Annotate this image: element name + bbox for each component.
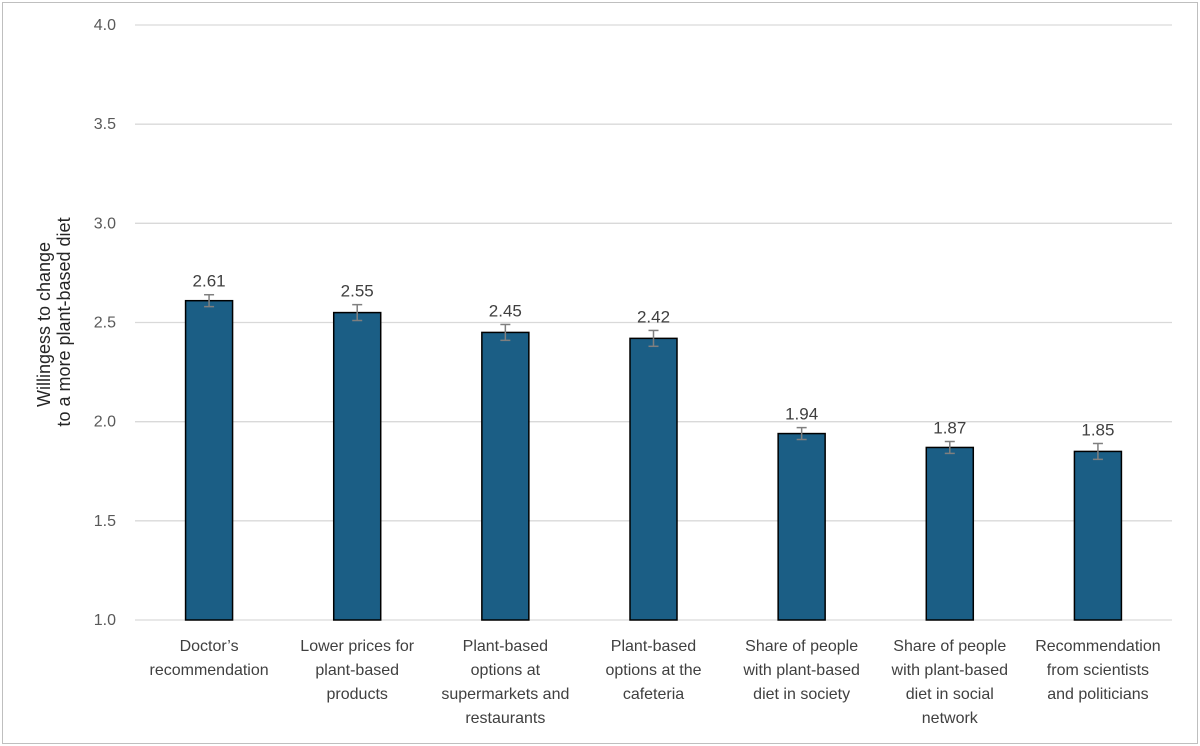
value-label: 2.55 xyxy=(341,282,374,301)
x-axis-category-labels: Doctor’s recommendation Lower prices for pl… xyxy=(149,638,1160,727)
value-label: 2.42 xyxy=(637,307,670,326)
bar xyxy=(629,337,678,621)
error-bar xyxy=(648,329,659,348)
x-category-label: Recommendation from scientists and politic… xyxy=(1035,638,1160,703)
value-label: 2.61 xyxy=(193,272,226,291)
bar xyxy=(481,331,530,621)
y-tick-label: 3.5 xyxy=(94,116,116,133)
x-category-label-line: Plant-based xyxy=(611,638,696,655)
x-category-label-line: Lower prices for xyxy=(300,638,414,655)
value-labels: 2.61 2.55 2.45 2.42 1.94 1.87 1.85 xyxy=(193,272,1115,440)
x-category-label: Doctor’s recommendation xyxy=(149,638,268,679)
x-category-label-line: Plant-based xyxy=(463,638,548,655)
y-tick-label: 4.0 xyxy=(94,17,116,34)
error-bar xyxy=(796,426,807,441)
x-category-label: Share of people with plant-based diet in s… xyxy=(891,638,1009,727)
bar xyxy=(777,432,826,621)
value-label: 1.85 xyxy=(1081,420,1114,439)
error-bar xyxy=(352,303,363,322)
x-category-label: Plant-based options at the cafeteria xyxy=(605,638,701,703)
x-category-label: Share of people with plant-based diet in s… xyxy=(742,638,860,703)
error-bar xyxy=(1092,442,1103,461)
y-axis-title: Willingess to change to a more plant-bas… xyxy=(34,217,74,426)
value-label: 1.87 xyxy=(933,419,966,438)
y-tick-label: 1.5 xyxy=(94,513,116,530)
x-category-label-line: and politicians xyxy=(1047,686,1148,703)
x-category-label-line: Share of people xyxy=(893,638,1006,655)
x-category-label-line: with plant-based xyxy=(742,662,860,679)
x-category-label-line: Recommendation xyxy=(1035,638,1160,655)
bars xyxy=(184,299,1123,621)
x-category-label-line: plant-based xyxy=(315,662,399,679)
x-category-label-line: diet in society xyxy=(753,686,850,703)
y-tick-label: 2.0 xyxy=(94,414,116,431)
x-category-label-line: recommendation xyxy=(149,662,268,679)
y-tick-label: 1.0 xyxy=(94,612,116,629)
error-bar xyxy=(944,440,955,455)
bar xyxy=(332,311,382,621)
error-bar xyxy=(204,293,215,308)
x-category-label-line: diet in social xyxy=(906,686,994,703)
x-category-label-line: supermarkets and xyxy=(441,686,569,703)
x-category-label-line: from scientists xyxy=(1047,662,1149,679)
value-label: 2.45 xyxy=(489,301,522,320)
x-category-label-line: options at xyxy=(471,662,541,679)
x-category-label: Lower prices for plant-based products xyxy=(300,638,414,703)
x-category-label-line: options at the xyxy=(605,662,701,679)
x-category-label: Plant-based options at supermarkets and res… xyxy=(441,638,569,727)
error-bars xyxy=(204,293,1103,461)
x-category-label-line: restaurants xyxy=(465,710,545,727)
x-category-label-line: with plant-based xyxy=(891,662,1009,679)
gridlines xyxy=(135,24,1172,621)
bar xyxy=(925,446,975,621)
bar xyxy=(1073,450,1123,621)
y-axis-title-line-1: Willingess to change xyxy=(34,242,54,407)
x-category-label-line: Doctor’s xyxy=(180,638,239,655)
bar xyxy=(184,299,234,621)
x-category-label-line: network xyxy=(922,710,979,727)
y-tick-label: 3.0 xyxy=(94,215,116,232)
y-axis-ticks: 1.0 1.5 2.0 2.5 3.0 3.5 4.0 xyxy=(94,17,116,629)
value-label: 1.94 xyxy=(785,405,818,424)
error-bar xyxy=(500,323,511,342)
x-category-label-line: cafeteria xyxy=(623,686,684,703)
x-category-label-line: Share of people xyxy=(745,638,858,655)
x-category-label-line: products xyxy=(327,686,388,703)
y-axis-title-line-2: to a more plant-based diet xyxy=(54,217,74,426)
y-tick-label: 2.5 xyxy=(94,315,116,332)
